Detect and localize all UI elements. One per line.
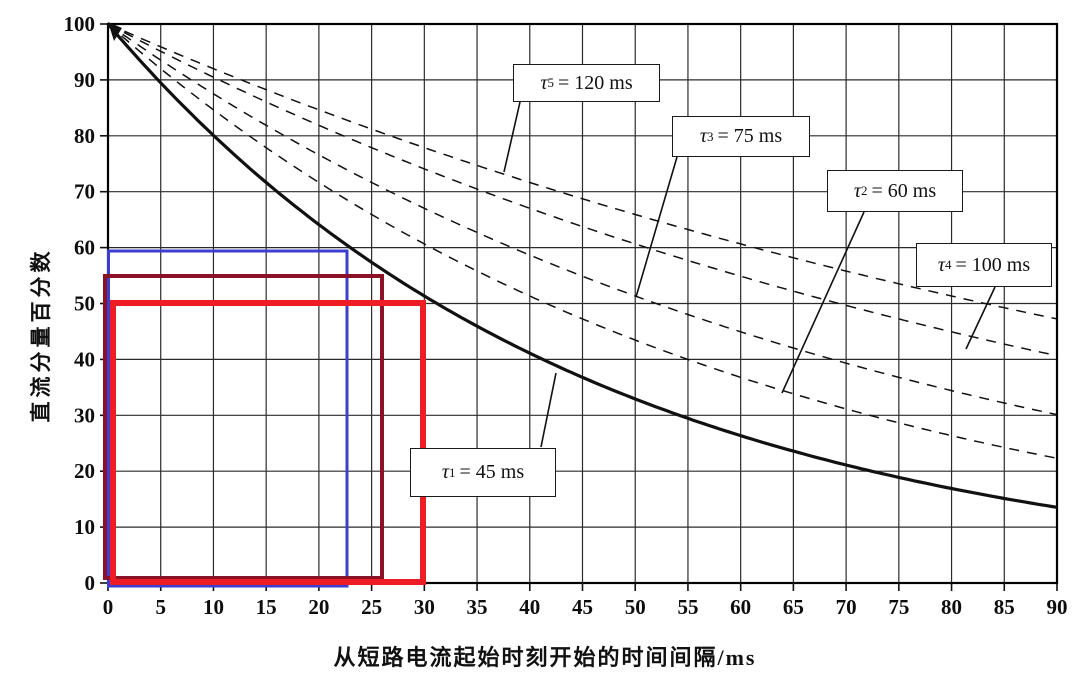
overlay-rect-red — [110, 300, 426, 585]
curve-tau4-100ms — [107, 23, 1058, 357]
curve-tau2-60ms — [107, 23, 1058, 460]
x-tick-label: 85 — [994, 595, 1015, 619]
callout-tau3-75ms: τ 3 = 75 ms — [672, 116, 810, 157]
tau-symbol: τ — [853, 179, 862, 202]
x-tick-label: 5 — [155, 595, 166, 619]
overlay-rect-dark-red — [103, 274, 384, 580]
tau-symbol: τ — [441, 461, 450, 483]
y-tick-label: 30 — [74, 403, 95, 427]
x-tick-label: 35 — [467, 595, 488, 619]
tau-symbol: τ — [937, 253, 946, 276]
y-tick-label: 0 — [85, 571, 96, 595]
x-tick-label: 70 — [836, 595, 857, 619]
y-tick-label: 80 — [74, 124, 95, 148]
x-tick-label: 0 — [103, 595, 114, 619]
tau-value: = 45 ms — [459, 461, 525, 483]
x-tick-label: 90 — [1047, 595, 1068, 619]
y-tick-label: 70 — [74, 180, 95, 204]
tau-value: = 100 ms — [955, 253, 1031, 276]
x-tick-label: 65 — [783, 595, 804, 619]
x-tick-label: 80 — [941, 595, 962, 619]
x-tick-label: 25 — [361, 595, 382, 619]
callout-tau2-60ms: τ 2 = 60 ms — [827, 170, 963, 212]
curve-tau3-75ms — [107, 23, 1058, 416]
x-tick-label: 30 — [414, 595, 435, 619]
y-tick-label: 20 — [74, 459, 95, 483]
x-tick-label: 40 — [519, 595, 540, 619]
x-tick-label: 50 — [625, 595, 646, 619]
x-tick-label: 15 — [256, 595, 277, 619]
y-tick-label: 10 — [74, 515, 95, 539]
y-tick-label: 100 — [64, 12, 96, 36]
callout-tau4-100ms: τ 4 = 100 ms — [916, 243, 1052, 287]
y-tick-label: 90 — [74, 68, 95, 92]
x-tick-label: 60 — [730, 595, 751, 619]
leader-tau2 — [781, 211, 865, 394]
overlay-rect-blue — [107, 249, 349, 588]
y-tick-label: 40 — [74, 347, 95, 371]
y-tick-label: 60 — [74, 236, 95, 260]
x-tick-label: 10 — [203, 595, 224, 619]
tau-value: = 75 ms — [717, 125, 783, 147]
x-tick-label: 20 — [308, 595, 329, 619]
callout-tau5-120ms: τ 5 = 120 ms — [513, 64, 660, 102]
curve-tau1-45ms — [106, 22, 1058, 509]
curve-origin-arrow — [108, 22, 122, 41]
y-tick-label: 50 — [74, 292, 95, 316]
tau-symbol: τ — [699, 125, 708, 147]
leader-tau1 — [540, 372, 557, 448]
tau-value: = 60 ms — [871, 179, 937, 202]
callout-tau1-45ms: τ 1 = 45 ms — [410, 448, 556, 497]
x-tick-label: 45 — [572, 595, 593, 619]
tau-value: = 120 ms — [558, 71, 633, 94]
leader-tau4 — [965, 286, 996, 350]
leader-tau5 — [503, 101, 521, 173]
curve-tau5-120ms — [107, 23, 1058, 320]
x-axis-title: 从短路电流起始时刻开始的时间间隔/ms — [333, 645, 757, 670]
x-tick-label: 75 — [888, 595, 909, 619]
y-axis-title: 直流分量百分数 — [29, 247, 53, 423]
tau-symbol: τ — [540, 71, 548, 94]
x-tick-label: 55 — [677, 595, 698, 619]
leader-tau3 — [635, 156, 678, 298]
